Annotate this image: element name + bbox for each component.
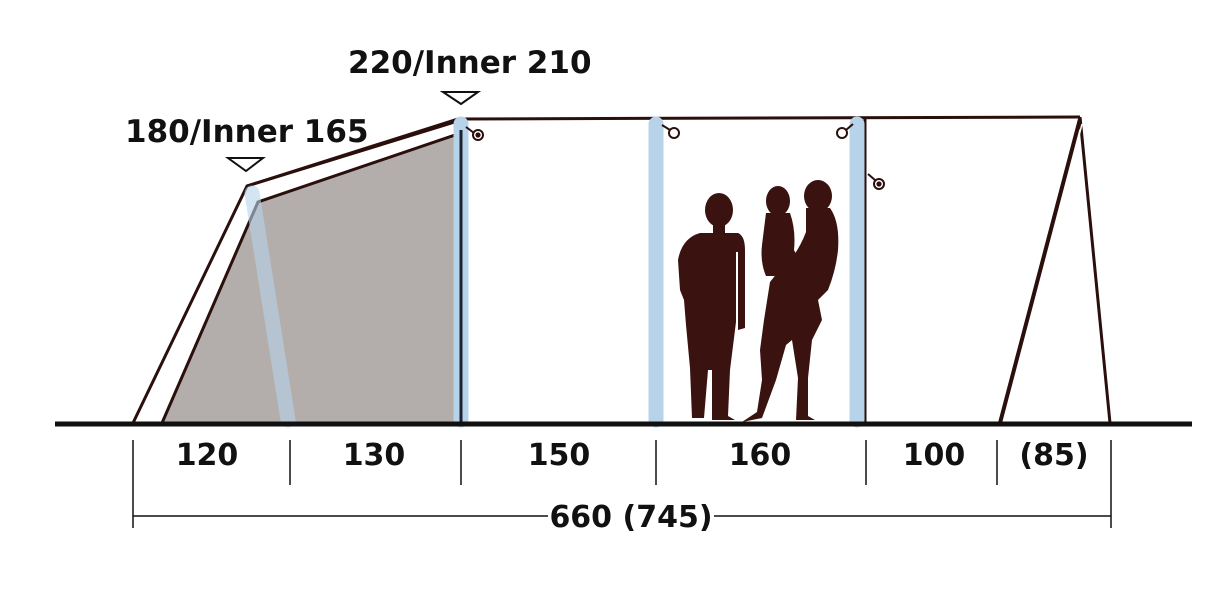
peak-height-marker-icon xyxy=(439,91,482,106)
canopy-front-line xyxy=(998,118,1082,424)
tent-rear-line xyxy=(1078,116,1112,424)
segment-labels: 120 130 150 160 100 (85) xyxy=(176,438,1089,473)
vent-ring-icon xyxy=(867,173,885,190)
person-silhouette-left xyxy=(678,193,745,420)
segment-label: 100 xyxy=(903,438,966,473)
vent-ring-icon xyxy=(465,126,484,141)
air-poles xyxy=(244,116,865,428)
segment-ticks xyxy=(132,440,1112,528)
person-silhouette-adult xyxy=(742,180,839,422)
segment-label: (85) xyxy=(1019,438,1088,473)
front-height-label: 180/Inner 165 xyxy=(125,114,369,150)
vent-ring-icon xyxy=(836,123,854,139)
segment-label: 120 xyxy=(176,438,239,473)
front-height-marker-icon xyxy=(224,157,266,173)
peak-height-label: 220/Inner 210 xyxy=(348,45,592,81)
child-silhouette xyxy=(761,186,800,276)
canopy-front-line-inner xyxy=(1005,123,1083,424)
segment-label: 160 xyxy=(729,438,792,473)
segment-label: 130 xyxy=(343,438,406,473)
vent-rings xyxy=(465,123,885,190)
people-silhouettes xyxy=(678,180,839,422)
total-length-label: 660 (745) xyxy=(549,500,712,535)
segment-label: 150 xyxy=(528,438,591,473)
air-pole-1 xyxy=(244,185,296,428)
vent-ring-icon xyxy=(661,124,680,139)
